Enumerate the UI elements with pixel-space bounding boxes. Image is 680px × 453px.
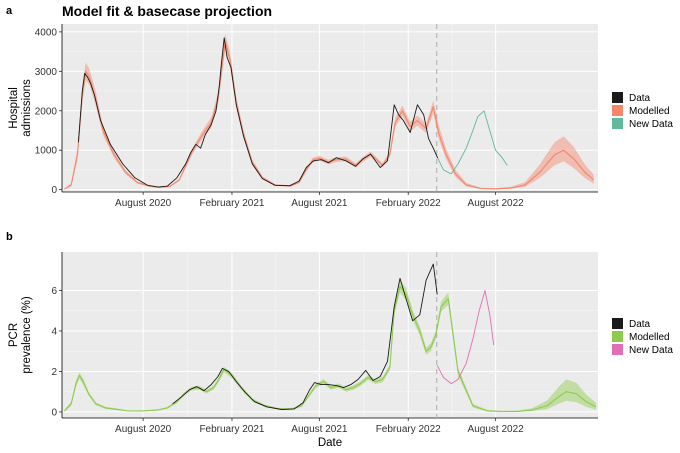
plot-background <box>62 252 598 418</box>
modelled-line <box>64 41 595 190</box>
y-axis-title-line: admissions <box>21 79 33 137</box>
data-line <box>172 263 438 410</box>
x-tick-label: August 2021 <box>291 198 348 209</box>
y-tick-label: 6 <box>51 286 57 297</box>
legend: Data Modelled New Data <box>612 318 673 356</box>
y-tick-label: 3000 <box>35 67 58 78</box>
legend-label: New Data <box>629 119 673 130</box>
y-tick-label: 4000 <box>35 27 58 38</box>
panel-b-tag: b <box>6 231 13 243</box>
legend-key-new-data <box>612 118 623 129</box>
legend-key-modelled <box>612 331 623 342</box>
y-axis-title-line: PCR <box>8 323 20 347</box>
modelled-ribbon <box>64 33 594 190</box>
legend-label: Data <box>629 93 651 104</box>
x-tick-label: August 2022 <box>468 198 525 209</box>
data-line <box>77 37 439 188</box>
panel-a-tag: a <box>6 5 13 17</box>
legend-label: Modelled <box>629 106 670 117</box>
y-tick-label: 0 <box>51 407 57 418</box>
legend: Data Modelled New Data <box>612 92 673 130</box>
x-axis-title: Date <box>318 437 342 449</box>
plot-background <box>62 24 598 192</box>
y-tick-label: 4 <box>51 326 57 337</box>
y-tick-label: 2000 <box>35 106 58 117</box>
x-tick-label: February 2022 <box>376 198 441 209</box>
y-tick-label: 0 <box>51 185 57 196</box>
y-axis-title-line: Hospital <box>8 87 20 129</box>
legend-key-modelled <box>612 105 623 116</box>
legend-key-new-data <box>612 344 623 355</box>
y-tick-label: 1000 <box>35 146 58 157</box>
x-tick-label: August 2021 <box>291 424 348 435</box>
modelled-ribbon <box>64 280 597 412</box>
y-tick-label: 2 <box>51 367 57 378</box>
figure-title: Model fit & basecase projection <box>62 3 272 19</box>
x-tick-label: August 2020 <box>115 424 172 435</box>
panel-a-hospital-admissions: August 2020 February 2021 August 2021 Febru… <box>8 24 673 209</box>
x-tick-label: August 2020 <box>115 198 172 209</box>
x-tick-label: February 2021 <box>199 424 264 435</box>
x-tick-label: February 2022 <box>376 424 441 435</box>
new-data-line <box>437 110 508 175</box>
legend-key-data <box>612 318 623 329</box>
y-axis-title-line: prevalence (%) <box>21 296 33 374</box>
new-data-line <box>436 290 495 385</box>
x-tick-label: August 2022 <box>468 424 525 435</box>
y-axis-title: PCRprevalence (%) <box>8 296 33 374</box>
panel-b-pcr-prevalence: August 2020 February 2021 August 2021 Febru… <box>8 252 673 449</box>
legend-label: New Data <box>629 345 673 356</box>
legend-label: Modelled <box>629 332 670 343</box>
y-axis-title: Hospitaladmissions <box>8 79 33 137</box>
legend-key-data <box>612 92 623 103</box>
x-tick-label: February 2021 <box>199 198 264 209</box>
legend-label: Data <box>629 319 651 330</box>
